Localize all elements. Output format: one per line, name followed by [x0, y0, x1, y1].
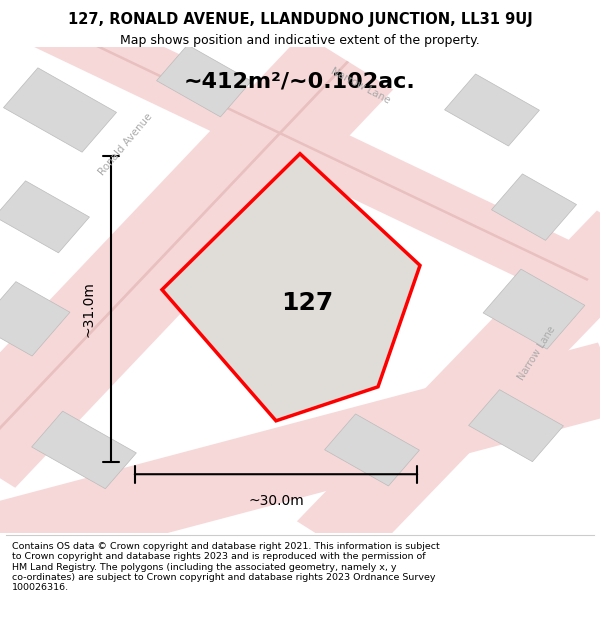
Text: ~412m²/~0.102ac.: ~412m²/~0.102ac.	[184, 71, 416, 91]
Text: ~31.0m: ~31.0m	[82, 281, 96, 337]
Text: Narrow Lane: Narrow Lane	[517, 324, 557, 382]
Polygon shape	[469, 389, 563, 462]
Text: Map shows position and indicative extent of the property.: Map shows position and indicative extent…	[120, 34, 480, 47]
Polygon shape	[325, 414, 419, 486]
Polygon shape	[0, 342, 600, 577]
Polygon shape	[491, 174, 577, 241]
Polygon shape	[157, 45, 251, 117]
Polygon shape	[4, 68, 116, 152]
Polygon shape	[231, 218, 369, 322]
Polygon shape	[162, 154, 420, 421]
Polygon shape	[32, 411, 136, 489]
Text: Ronald Avenue: Ronald Avenue	[97, 111, 155, 177]
Polygon shape	[0, 33, 393, 488]
Polygon shape	[445, 74, 539, 146]
Polygon shape	[483, 269, 585, 349]
Text: ~30.0m: ~30.0m	[248, 494, 304, 508]
Polygon shape	[47, 21, 589, 281]
Text: Contains OS data © Crown copyright and database right 2021. This information is : Contains OS data © Crown copyright and d…	[12, 542, 440, 592]
Polygon shape	[0, 61, 349, 461]
Polygon shape	[0, 282, 70, 356]
Polygon shape	[31, 0, 600, 303]
Polygon shape	[0, 181, 89, 253]
Polygon shape	[297, 211, 600, 563]
Text: Narrow Lane: Narrow Lane	[329, 66, 391, 106]
Text: 127: 127	[281, 291, 334, 315]
Text: 127, RONALD AVENUE, LLANDUDNO JUNCTION, LL31 9UJ: 127, RONALD AVENUE, LLANDUDNO JUNCTION, …	[68, 12, 532, 27]
